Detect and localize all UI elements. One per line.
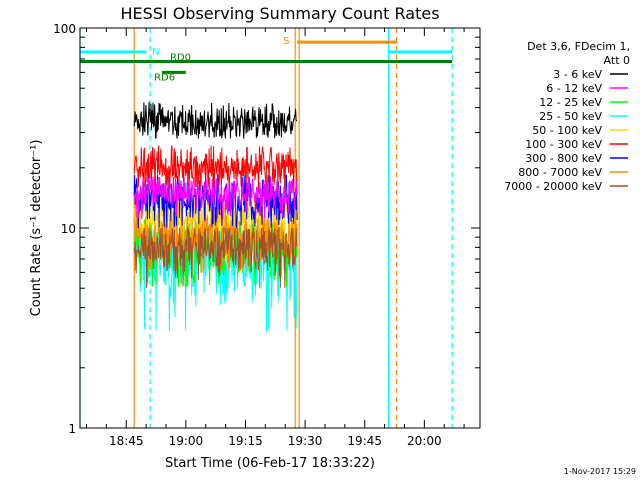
- legend-label: 300 - 800 keV: [525, 152, 602, 165]
- flag-label-s: S: [283, 36, 289, 47]
- y-tick-label: 100: [53, 22, 76, 36]
- x-tick-label: 19:45: [347, 434, 382, 448]
- y-tick-label: 10: [61, 222, 76, 236]
- legend-label: 12 - 25 keV: [539, 96, 602, 109]
- x-tick-label: 19:15: [228, 434, 263, 448]
- y-tick-label: 1: [68, 422, 76, 436]
- x-tick-label: 19:30: [288, 434, 323, 448]
- legend-label: 25 - 50 keV: [539, 110, 602, 123]
- legend-label: 6 - 12 keV: [546, 82, 602, 95]
- legend-label: 3 - 6 keV: [553, 68, 602, 81]
- legend-label: 100 - 300 keV: [525, 138, 602, 151]
- legend-header: Det 3,6, FDecim 1,: [527, 40, 630, 53]
- flag-label-rd6: RD6: [154, 72, 175, 83]
- plot-area: N S RD6 RD0: [79, 28, 453, 428]
- x-tick-label: 20:00: [407, 434, 442, 448]
- footer-timestamp: 1-Nov-2017 15:29: [564, 467, 636, 476]
- legend-label: 50 - 100 keV: [532, 124, 602, 137]
- x-axis-title: Start Time (06-Feb-17 18:33:22): [165, 456, 375, 471]
- series-trace-6: [133, 145, 298, 188]
- legend-label: 800 - 7000 keV: [518, 166, 602, 179]
- x-tick-label: 18:45: [109, 434, 144, 448]
- chart-title: HESSI Observing Summary Count Rates: [120, 4, 439, 23]
- y-axis-title: Count Rate (s⁻¹ detector⁻¹): [29, 140, 44, 317]
- legend-label: 7000 - 20000 keV: [504, 180, 602, 193]
- series-trace-2: [133, 176, 298, 220]
- series-trace-9: [133, 226, 298, 289]
- axes: 18:45 19:00 19:15 19:30 19:45 20:00 1 10 100 Star…: [29, 22, 481, 471]
- flag-label-n: N: [152, 47, 159, 58]
- legend-header: Att 0: [604, 54, 630, 67]
- flag-label-rd0: RD0: [170, 52, 191, 63]
- series-trace-1: [133, 102, 298, 139]
- x-tick-label: 19:00: [169, 434, 204, 448]
